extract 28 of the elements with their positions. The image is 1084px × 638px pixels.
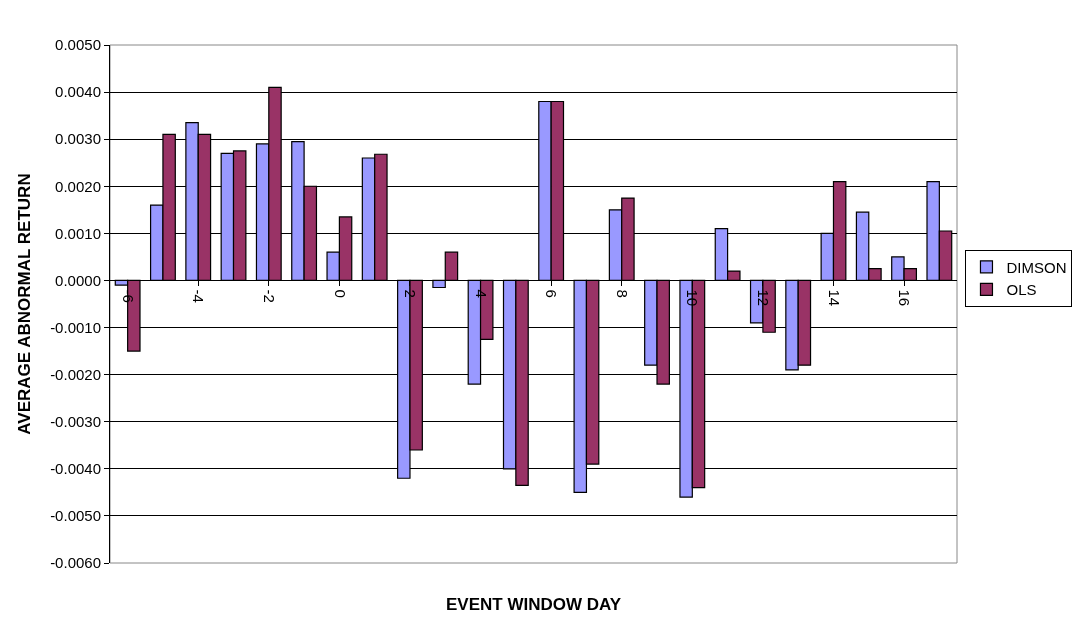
y-tick-label: 0.0020: [55, 177, 101, 195]
x-tick-label: 10: [684, 289, 702, 307]
y-tick-label: -0.0040: [50, 460, 101, 478]
y-tick-label: -0.0060: [50, 554, 101, 572]
x-axis-title: EVENT WINDOW DAY: [446, 595, 622, 614]
x-tick-label: 0: [331, 289, 349, 298]
y-tick-label: -0.0030: [50, 412, 101, 430]
y-axis-title: AVERAGE ABNORMAL RETURN: [14, 173, 34, 435]
legend-label: OLS: [1006, 281, 1037, 299]
x-tick-label: 8: [613, 289, 631, 298]
y-tick-label: 0.0000: [55, 271, 101, 289]
y-tick-label: 0.0010: [55, 224, 101, 242]
x-tick-label: 16: [896, 289, 914, 307]
y-tick-label: -0.0010: [50, 318, 101, 336]
y-tick-label: -0.0050: [50, 507, 101, 525]
y-tick-label: 0.0050: [55, 36, 101, 54]
y-tick-label: -0.0020: [50, 365, 101, 383]
y-tick-label: 0.0030: [55, 130, 101, 148]
x-tick-label: 14: [825, 289, 843, 307]
y-tick-label: 0.0040: [55, 83, 101, 101]
x-tick-label: -2: [260, 289, 278, 303]
bar: [444, 251, 459, 282]
x-tick-label: 6: [543, 289, 561, 298]
x-tick-label: 2: [402, 289, 420, 298]
x-tick-label: -4: [190, 289, 208, 303]
x-tick-label: -6: [119, 289, 137, 303]
legend-label: DIMSON: [1006, 258, 1067, 276]
x-tick-label: 12: [755, 289, 773, 307]
